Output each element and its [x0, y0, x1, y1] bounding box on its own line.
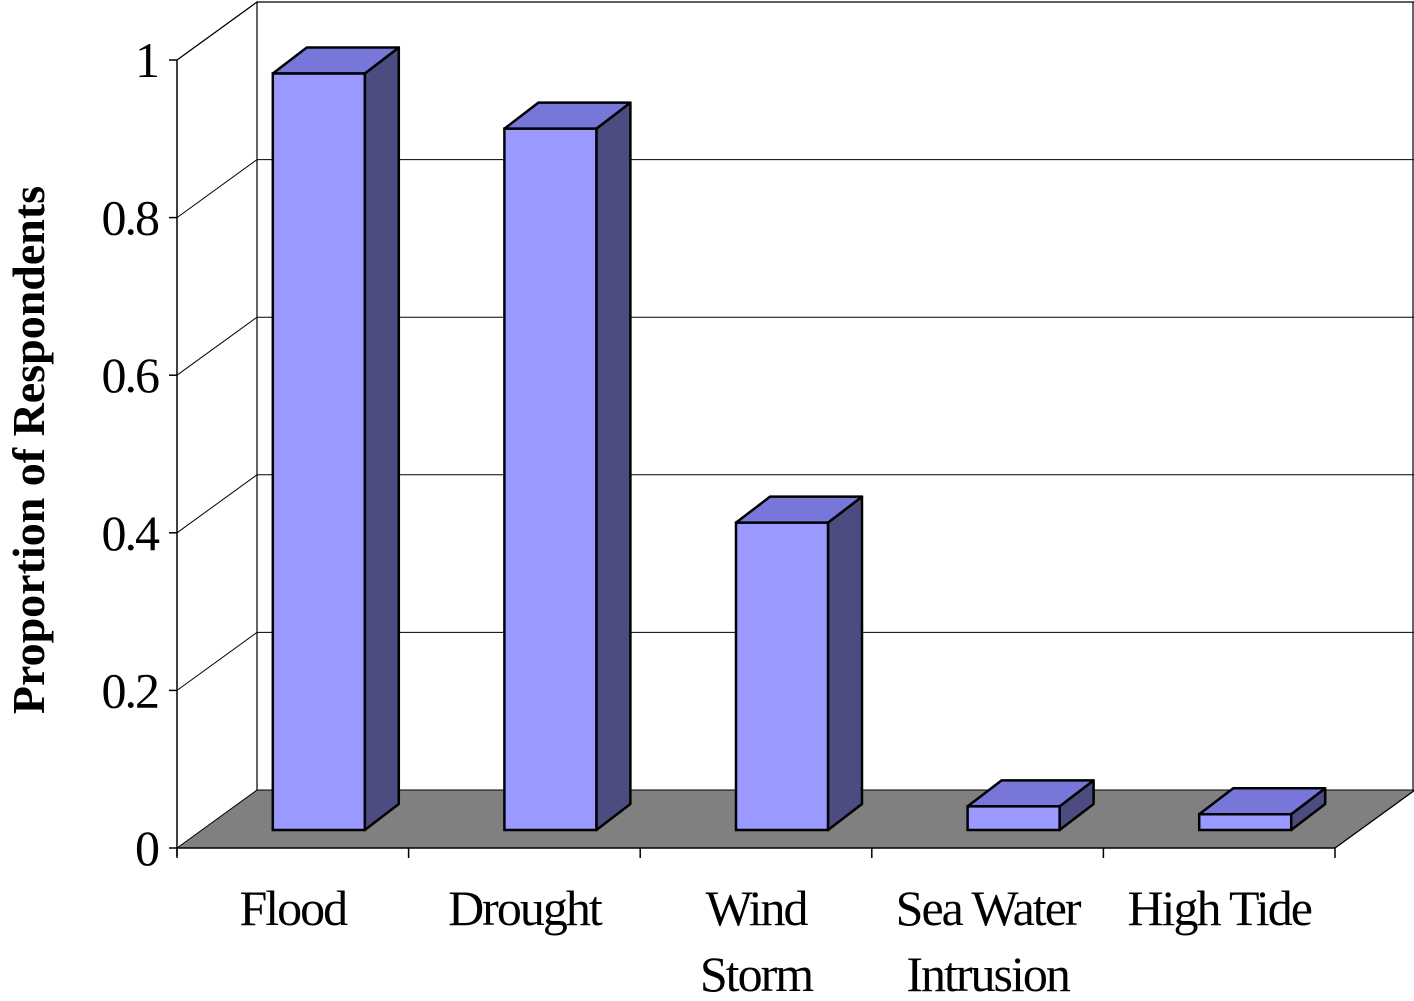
- y-tick-label: 0.6: [102, 347, 160, 403]
- y-tick-label: 0.2: [102, 662, 159, 718]
- bar: [1197, 786, 1327, 832]
- bar-front: [734, 521, 830, 832]
- x-category-label: High Tide: [1127, 880, 1311, 936]
- bar: [503, 101, 632, 832]
- bar: [271, 46, 401, 832]
- bar-front: [1197, 812, 1293, 832]
- x-category-labels: Flood Drought Wind Storm Sea Water Intrusion H…: [239, 880, 1313, 1001]
- axes: [169, 59, 1414, 858]
- gridline: [176, 1, 1414, 61]
- bar-front: [503, 127, 598, 832]
- x-category-label: Drought: [448, 880, 603, 936]
- bar-front: [271, 72, 367, 832]
- floor-right-edge: [1334, 789, 1414, 849]
- bar-side: [363, 46, 401, 832]
- bar-side: [826, 495, 864, 832]
- y-tick-label: 0: [135, 820, 159, 876]
- bar: [966, 779, 1095, 832]
- y-axis-label: Proportion of Respondents: [3, 186, 54, 714]
- bar-front: [966, 805, 1061, 832]
- gridline: [176, 631, 1414, 691]
- x-category-label: Wind Storm: [700, 880, 814, 1001]
- gridlines: [176, 1, 1414, 691]
- y-tick-label: 0.8: [102, 190, 160, 246]
- bar: [734, 495, 864, 832]
- y-tick-label: 0.4: [102, 505, 161, 561]
- side-wall-edge: [176, 0, 258, 790]
- x-category-label: Flood: [239, 880, 348, 936]
- gridline: [176, 159, 1414, 219]
- y-tick-label: 1: [135, 32, 158, 88]
- gridline: [176, 474, 1414, 534]
- bar-side: [595, 101, 632, 832]
- y-tick-labels: 0 0.2 0.4 0.6 0.8 1: [102, 32, 163, 876]
- bars: [271, 46, 1327, 832]
- x-category-label: Sea Water Intrusion: [896, 880, 1082, 1001]
- gridline: [176, 316, 1414, 376]
